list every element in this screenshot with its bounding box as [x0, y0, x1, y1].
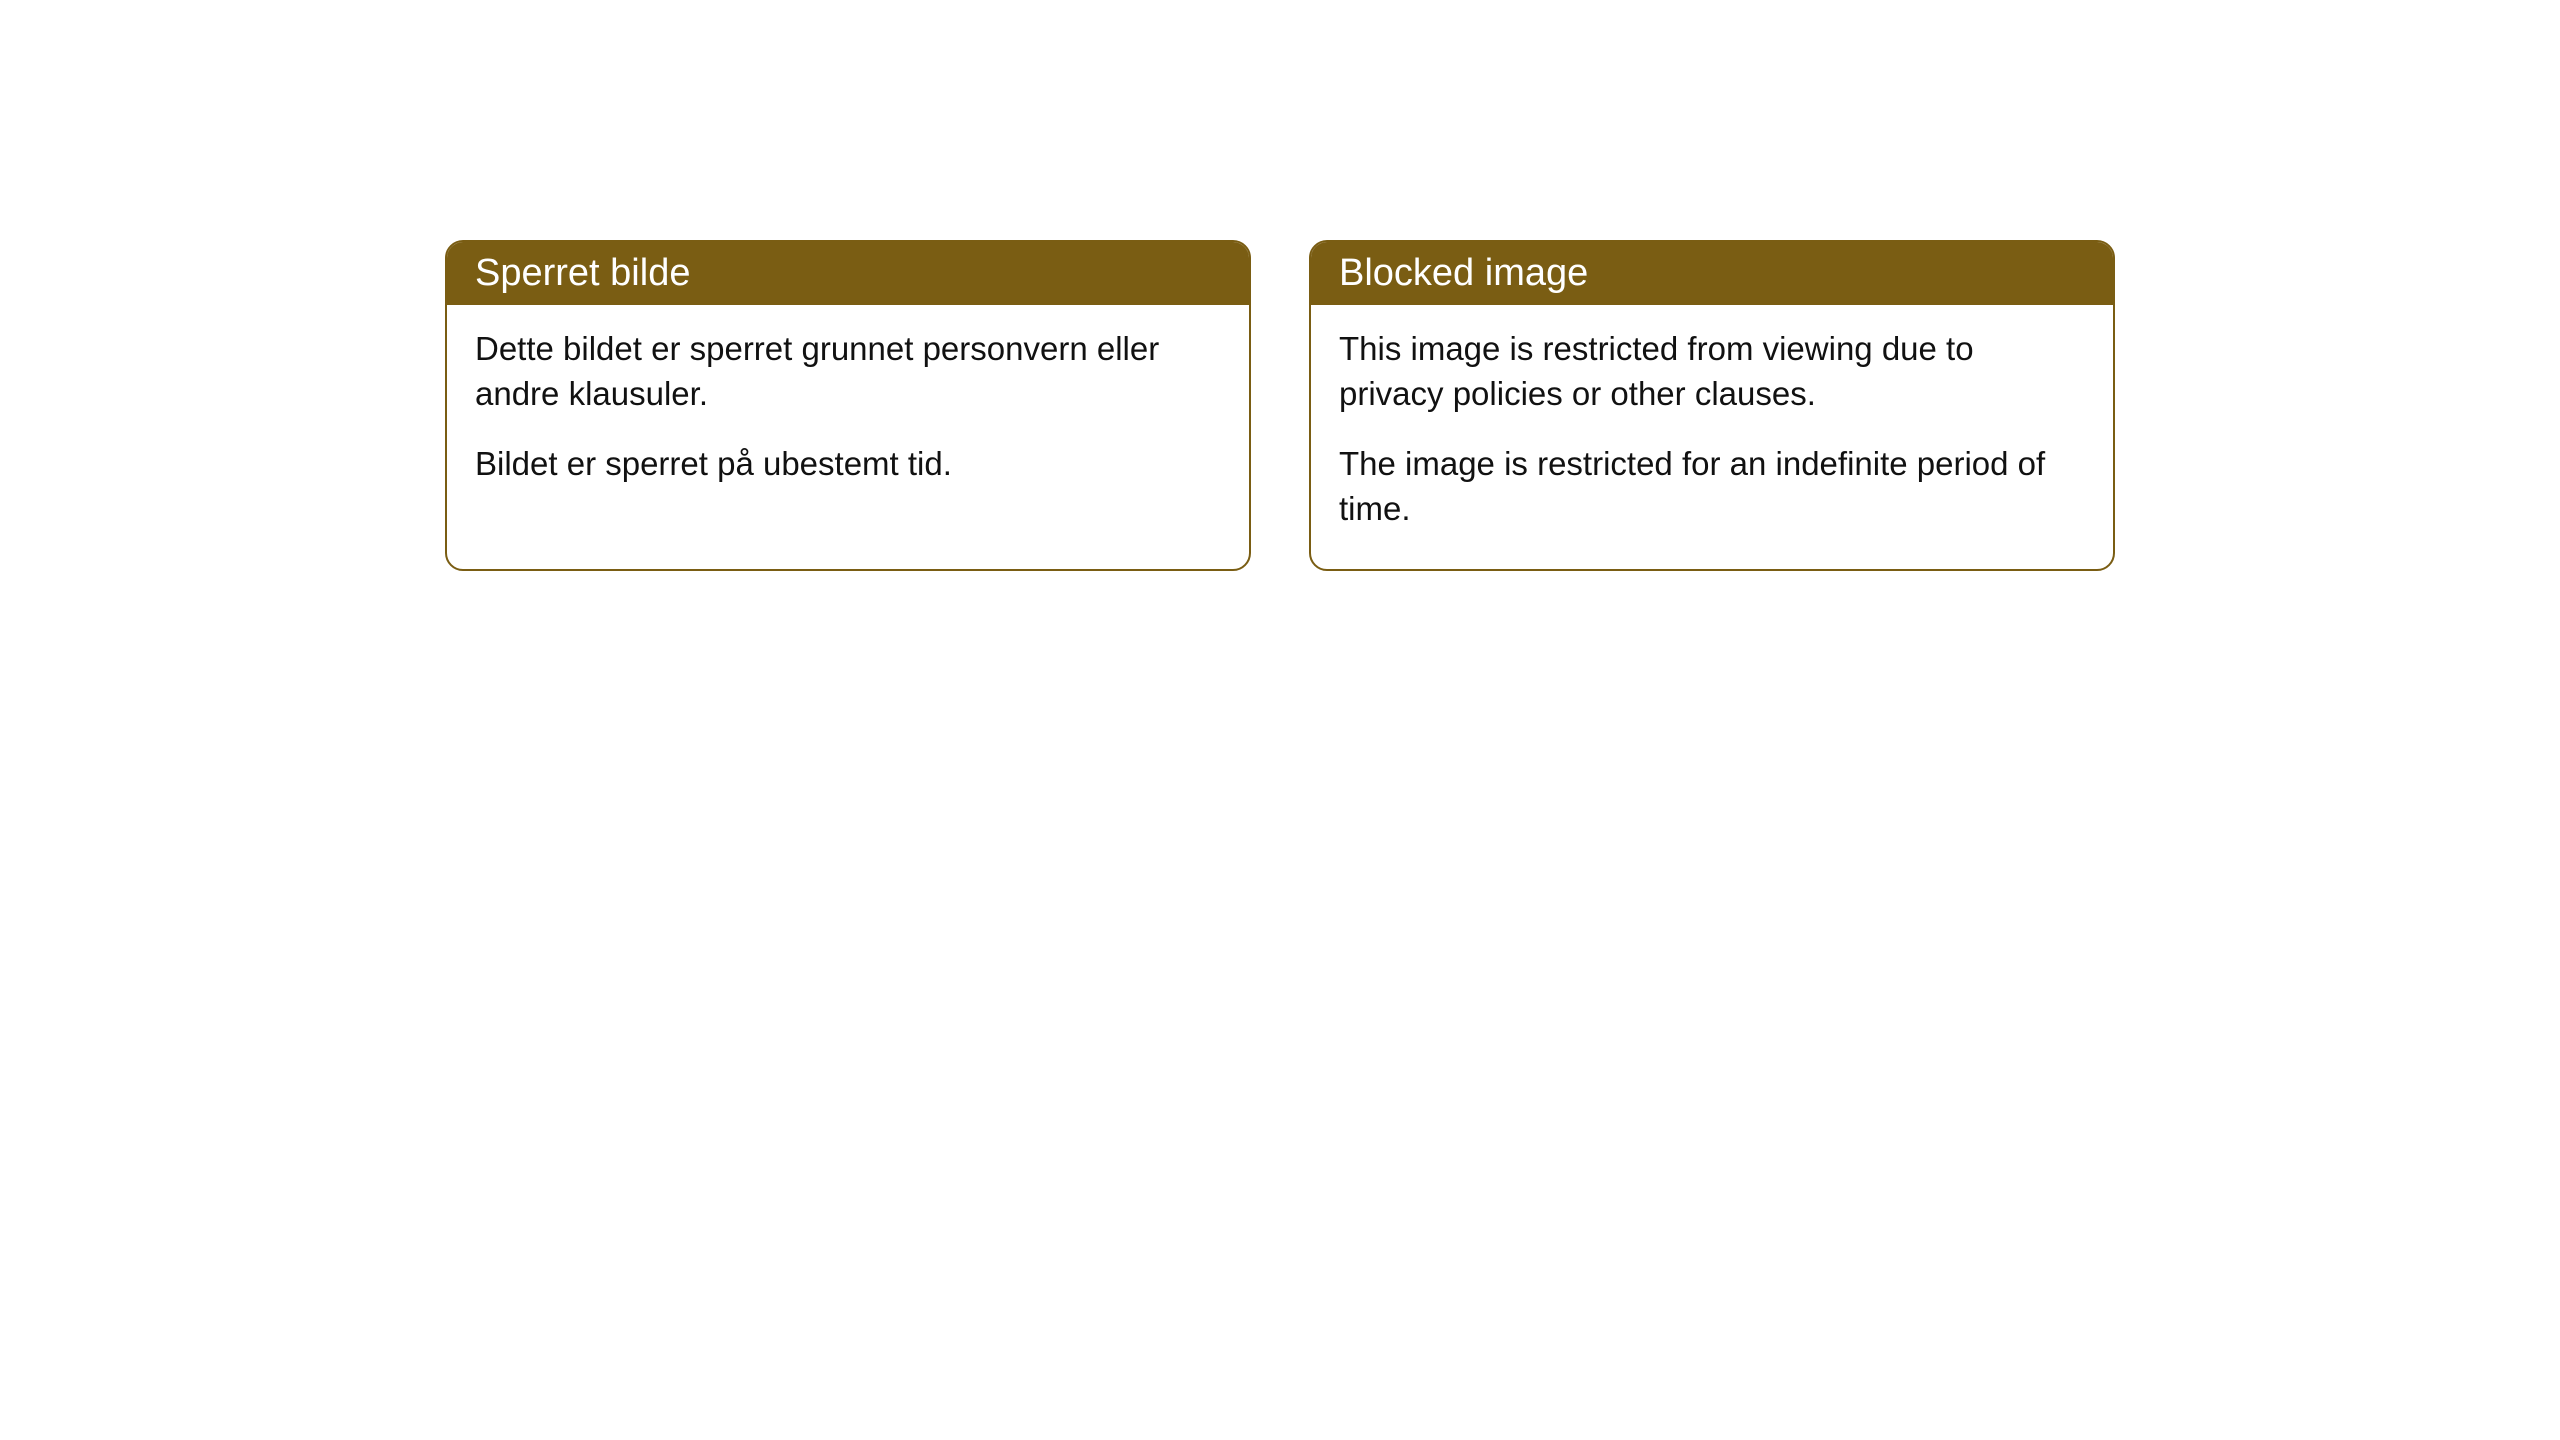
card-title-english: Blocked image — [1339, 252, 1588, 294]
card-paragraph-2-english: The image is restricted for an indefinit… — [1339, 442, 2085, 531]
card-paragraph-2-norwegian: Bildet er sperret på ubestemt tid. — [475, 442, 1221, 487]
card-header-norwegian: Sperret bilde — [447, 242, 1249, 305]
card-paragraph-1-english: This image is restricted from viewing du… — [1339, 327, 2085, 416]
card-title-norwegian: Sperret bilde — [475, 252, 690, 294]
cards-container: Sperret bilde Dette bildet er sperret gr… — [445, 240, 2115, 571]
card-paragraph-1-norwegian: Dette bildet er sperret grunnet personve… — [475, 327, 1221, 416]
card-norwegian: Sperret bilde Dette bildet er sperret gr… — [445, 240, 1251, 571]
card-body-norwegian: Dette bildet er sperret grunnet personve… — [447, 305, 1249, 525]
card-body-english: This image is restricted from viewing du… — [1311, 305, 2113, 569]
card-english: Blocked image This image is restricted f… — [1309, 240, 2115, 571]
card-header-english: Blocked image — [1311, 242, 2113, 305]
